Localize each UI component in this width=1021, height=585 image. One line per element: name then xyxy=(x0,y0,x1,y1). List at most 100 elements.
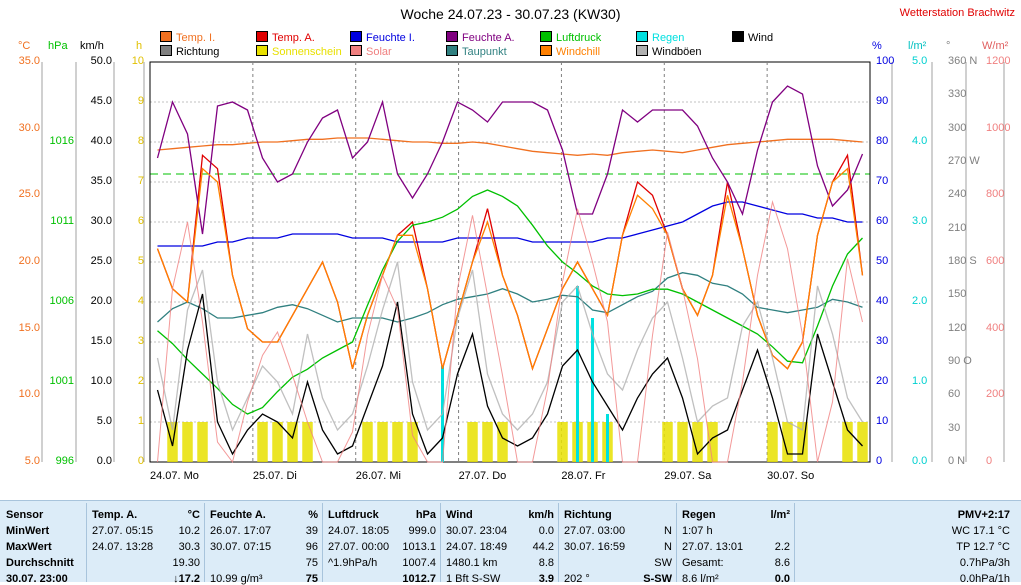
tick-solar: 200 xyxy=(986,388,1005,401)
legend-swatch xyxy=(732,31,744,42)
bar-sonnenschein xyxy=(857,422,868,462)
table-cell-wind: Wind xyxy=(446,509,473,521)
tick-rain: 5.0 xyxy=(912,55,928,67)
bar-sonnenschein xyxy=(362,422,373,462)
table-cell-feuchte: 10.99 g/m³ xyxy=(210,573,263,585)
stats-table: Sensor Temp. A. °C Feuchte A.% Luftdruck hPa W… xyxy=(0,500,1021,585)
tick-hpa: 996 xyxy=(55,455,74,467)
bar-sonnenschein xyxy=(767,422,778,462)
legend-item: Temp. I. xyxy=(160,31,215,44)
table-value-wind: 44.2 xyxy=(532,541,554,553)
tick-hours: 6 xyxy=(137,215,144,227)
legend-item: Richtung xyxy=(160,45,219,58)
tick-kmh: 20.0 xyxy=(90,295,112,307)
tick-direction: 240 xyxy=(948,188,967,201)
legend-label: Temp. I. xyxy=(176,32,216,44)
table-separator xyxy=(794,503,795,582)
legend-label: Windböen xyxy=(652,46,702,58)
legend-label: Windchill xyxy=(556,46,601,58)
bar-sonnenschein xyxy=(677,422,688,462)
table-row-label: Sensor xyxy=(6,509,44,521)
legend-item: Feuchte A. xyxy=(446,31,515,44)
legend-swatch xyxy=(446,31,458,42)
legend-swatch xyxy=(256,31,268,42)
series-wind xyxy=(156,293,863,456)
x-tick-label: 25.07. Di xyxy=(252,470,297,482)
tick-kmh: 35.0 xyxy=(90,175,112,187)
tick-kmh: 10.0 xyxy=(90,375,112,387)
tick-solar: 400 xyxy=(986,321,1005,334)
bar-sonnenschein xyxy=(287,422,298,462)
legend-swatch xyxy=(256,45,268,56)
legend-swatch xyxy=(540,31,552,42)
tick-percent: 40 xyxy=(876,295,889,307)
tick-percent: 60 xyxy=(876,215,889,227)
bar-regen xyxy=(576,286,579,462)
series-temp--i- xyxy=(157,137,863,156)
table-cell-extra: 0.0hPa/1h xyxy=(959,573,1010,585)
tick-celsius: 25.0 xyxy=(18,188,40,201)
table-separator xyxy=(558,503,559,582)
tick-percent: 90 xyxy=(876,95,889,107)
unit-rain: l/m² xyxy=(908,40,927,52)
table-cell-feuchte: Feuchte A. xyxy=(210,509,266,521)
tick-kmh: 25.0 xyxy=(90,255,112,267)
table-value-luftdruck: 1013.1 xyxy=(402,541,436,553)
bar-sonnenschein xyxy=(662,422,673,462)
unit-percent: % xyxy=(872,40,882,52)
tick-solar: 800 xyxy=(986,188,1005,201)
legend-swatch xyxy=(636,31,648,42)
tick-direction: 300 xyxy=(948,121,967,134)
table-cell-luftdruck: ^1.9hPa/h xyxy=(328,557,378,569)
legend-label: Luftdruck xyxy=(556,32,602,44)
table-value-richtung: S-SW xyxy=(643,573,672,585)
table-cell-temp_a: 27.07. 05:15 xyxy=(92,525,154,537)
unit-hpa: hPa xyxy=(48,40,68,52)
tick-rain: 2.0 xyxy=(912,295,928,307)
unit-celsius: °C xyxy=(18,40,31,52)
chart-title: Woche 24.07.23 - 30.07.23 (KW30) xyxy=(400,6,621,22)
series-solar xyxy=(157,200,863,464)
table-cell-extra: PMV+2:17 xyxy=(957,509,1010,521)
tick-rain: 4.0 xyxy=(912,135,928,147)
x-tick-label: 28.07. Fr xyxy=(561,470,606,482)
table-cell-richtung: 27.07. 03:00 xyxy=(564,525,626,537)
tick-percent: 70 xyxy=(876,175,889,187)
bar-sonnenschein xyxy=(377,422,388,462)
tick-percent: 20 xyxy=(876,375,889,387)
tick-direction: 360 N xyxy=(948,55,978,67)
tick-hpa: 1016 xyxy=(49,135,74,147)
tick-kmh: 50.0 xyxy=(90,55,112,67)
table-cell-temp_a: Temp. A. xyxy=(92,509,138,521)
table-cell-richtung: 202 ° xyxy=(564,573,590,585)
tick-percent: 50 xyxy=(876,255,889,267)
table-cell-wind: 24.07. 18:49 xyxy=(446,541,508,553)
legend-swatch xyxy=(160,31,172,42)
legend-item: Feuchte I. xyxy=(350,31,415,44)
tick-celsius: 35.0 xyxy=(18,55,40,67)
tick-direction: 60 xyxy=(948,388,961,401)
series-windb-en xyxy=(156,261,864,432)
legend-item: Luftdruck xyxy=(540,31,601,44)
unit-solar: W/m² xyxy=(982,40,1009,52)
series-windchill xyxy=(156,167,864,371)
table-value-wind: 8.8 xyxy=(538,557,554,569)
bar-sonnenschein xyxy=(782,422,793,462)
tick-hours: 3 xyxy=(137,335,144,347)
table-cell-regen: Gesamt: xyxy=(682,557,724,569)
tick-rain: 1.0 xyxy=(912,375,928,387)
tick-direction: 90 O xyxy=(948,355,972,367)
tick-direction: 270 W xyxy=(948,155,980,167)
table-value-luftdruck: hPa xyxy=(415,509,436,521)
table-cell-regen: Regen xyxy=(682,509,716,521)
table-separator xyxy=(676,503,677,582)
tick-hours: 9 xyxy=(137,95,144,107)
table-value-luftdruck: 999.0 xyxy=(408,525,436,537)
tick-hours: 2 xyxy=(137,375,144,387)
table-cell-extra: TP 12.7 °C xyxy=(956,541,1010,553)
tick-hpa: 1006 xyxy=(49,295,74,307)
legend-label: Sonnenschein xyxy=(272,46,342,58)
legend-label: Feuchte A. xyxy=(462,32,515,44)
table-cell-luftdruck: Luftdruck xyxy=(328,509,379,521)
table-row-label: MaxWert xyxy=(6,541,52,553)
